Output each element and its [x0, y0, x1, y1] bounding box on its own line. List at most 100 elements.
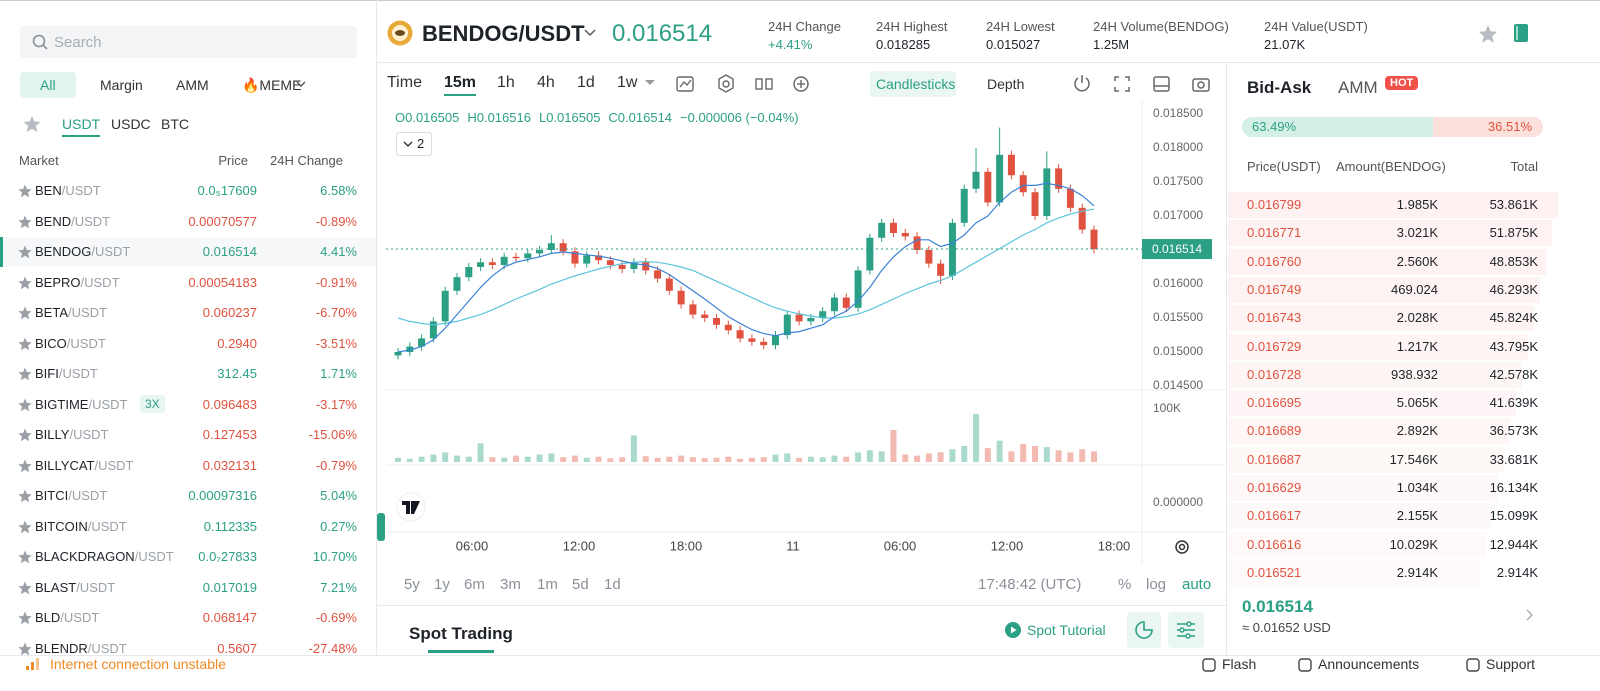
chart-tool-icons[interactable] [1072, 74, 1212, 94]
view-tab[interactable]: Depth [987, 76, 1025, 92]
interval-tab[interactable]: 1d [577, 74, 595, 91]
stat-value: 1.25M [1093, 37, 1130, 52]
market-star[interactable] [18, 398, 32, 412]
view-tab[interactable]: Candlesticks [876, 76, 956, 92]
market-star[interactable] [18, 489, 32, 503]
market-name[interactable]: BLD/USDT [35, 610, 99, 625]
volume-bar [772, 454, 779, 462]
status-link[interactable]: Support [1486, 656, 1536, 672]
scale-option[interactable]: log [1146, 576, 1167, 593]
market-name[interactable]: BITCI/USDT [35, 488, 107, 503]
spot-tutorial[interactable]: Spot Tutorial [1027, 622, 1106, 638]
candle-body [465, 267, 473, 278]
market-star[interactable] [18, 581, 32, 595]
market-name[interactable]: BIGTIME/USDT [35, 397, 127, 412]
market-name[interactable]: BILLY/USDT [35, 427, 108, 442]
settings-btn[interactable] [1168, 612, 1204, 648]
candle-body [606, 260, 614, 265]
market-star[interactable] [18, 520, 32, 534]
market-star[interactable] [18, 428, 32, 442]
pair-dropdown[interactable] [584, 29, 596, 37]
frame-top [0, 0, 1600, 1]
interval-tab[interactable]: 1w [617, 74, 638, 91]
market-change: -0.79% [315, 457, 357, 473]
market-name[interactable]: BILLYCAT/USDT [35, 458, 133, 473]
market-price: 0.00097316 [188, 488, 257, 503]
moving-average [397, 208, 1095, 326]
quote-tab[interactable]: BTC [161, 116, 189, 132]
ask-total: 53.861K [1489, 197, 1538, 212]
chart-settings[interactable] [1172, 537, 1192, 557]
orderbook-more[interactable] [1526, 609, 1534, 621]
market-name[interactable]: BENDOG/USDT [35, 244, 130, 259]
candle-body [429, 321, 437, 339]
divider-bottom [377, 605, 1226, 606]
scale-option[interactable]: auto [1182, 576, 1212, 593]
status-link[interactable]: Flash [1222, 656, 1257, 672]
interval-tab[interactable]: 15m [444, 74, 477, 96]
market-star[interactable] [18, 276, 32, 290]
market-name[interactable]: BITCOIN/USDT [35, 519, 127, 534]
indicator-toggle[interactable]: 2 [396, 132, 432, 156]
market-tab[interactable]: 🔥MEME [242, 77, 302, 93]
pair-name[interactable]: BENDOG/USDT [422, 21, 585, 46]
interval-tab[interactable]: 1h [497, 74, 515, 91]
market-name[interactable]: BIFI/USDT [35, 366, 98, 381]
candle-body [536, 250, 544, 254]
interval-tab[interactable]: Time [387, 74, 422, 91]
market-name[interactable]: BETA/USDT [35, 305, 107, 320]
market-star[interactable] [18, 215, 32, 229]
range-tab[interactable]: 5d [572, 576, 589, 593]
market-tab[interactable]: All [20, 72, 76, 98]
candle-body [819, 311, 827, 318]
market-base: BILLYCAT [35, 457, 95, 473]
market-name[interactable]: BLENDR/USDT [35, 641, 127, 656]
favorite-icon[interactable] [23, 115, 41, 133]
market-tab[interactable]: AMM [176, 77, 209, 93]
range-tab[interactable]: 5y [404, 576, 420, 593]
market-star[interactable] [18, 611, 32, 625]
chart-mode-btn[interactable] [1127, 612, 1161, 648]
market-star[interactable] [18, 184, 32, 198]
candle-body [996, 154, 1004, 203]
orderbook-tab[interactable]: Bid-Ask [1247, 78, 1312, 97]
market-name[interactable]: BEPRO/USDT [35, 275, 120, 290]
quote-tab[interactable]: USDC [111, 116, 151, 132]
market-name[interactable]: BICO/USDT [35, 336, 106, 351]
interval-dropdown[interactable] [645, 79, 655, 87]
range-tab[interactable]: 1y [434, 576, 450, 593]
ask-total: 41.639K [1489, 395, 1538, 411]
range-tab[interactable]: 1d [604, 576, 621, 593]
scale-option[interactable]: % [1118, 576, 1132, 593]
market-star[interactable] [18, 367, 32, 381]
market-name[interactable]: BEN/USDT [35, 183, 101, 198]
range-tab[interactable]: 3m [500, 576, 521, 593]
market-star[interactable] [18, 306, 32, 320]
range-tab[interactable]: 1m [537, 576, 558, 593]
market-name[interactable]: BEND/USDT [35, 214, 110, 229]
market-name[interactable]: BLACKDRAGON/USDT [35, 549, 174, 564]
orderbook-tab[interactable]: AMM [1338, 78, 1378, 97]
market-star[interactable] [18, 245, 32, 259]
volume-bar [560, 457, 567, 462]
market-star[interactable] [18, 337, 32, 351]
market-price: 0.0₇27833 [198, 549, 257, 564]
search-box[interactable]: Search [20, 26, 357, 58]
market-star[interactable] [18, 459, 32, 473]
guide-icon[interactable] [1513, 23, 1529, 43]
ask-total: 46.293K [1489, 281, 1538, 297]
volume-bar [406, 458, 413, 462]
candle-body [842, 297, 850, 308]
status-link[interactable]: Announcements [1318, 656, 1420, 672]
market-star[interactable] [18, 642, 32, 656]
market-name[interactable]: BLAST/USDT [35, 580, 115, 595]
favorite-pair[interactable] [1478, 24, 1498, 44]
market-tab[interactable]: Margin [100, 77, 143, 93]
status-icon [1466, 658, 1480, 672]
range-tab[interactable]: 6m [464, 576, 485, 593]
market-star[interactable] [18, 550, 32, 564]
quote-tab[interactable]: USDT [62, 116, 101, 137]
tool-icons[interactable] [675, 74, 815, 94]
interval-tab[interactable]: 4h [537, 74, 555, 91]
